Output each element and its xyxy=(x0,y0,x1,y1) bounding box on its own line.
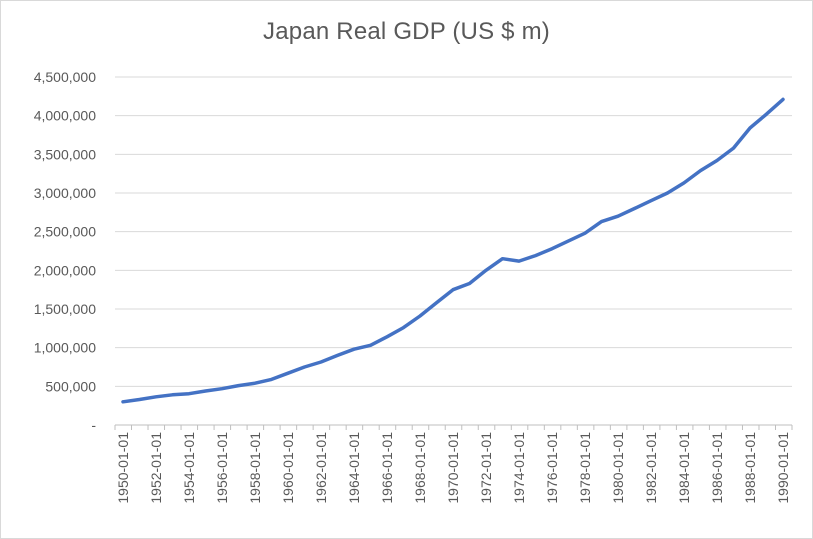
x-tick-label: 1984-01-01 xyxy=(676,432,692,504)
y-tick-label: 1,000,000 xyxy=(34,340,96,356)
y-tick-label: 1,500,000 xyxy=(34,301,96,317)
y-tick-label: 2,500,000 xyxy=(34,224,96,240)
x-tick-label: 1960-01-01 xyxy=(280,432,296,504)
x-tick-label: 1970-01-01 xyxy=(445,432,461,504)
chart-title: Japan Real GDP (US $ m) xyxy=(263,18,550,45)
y-tick-label: 500,000 xyxy=(45,378,96,394)
y-tick-label: 2,000,000 xyxy=(34,262,96,278)
y-tick-label: 3,000,000 xyxy=(34,185,96,201)
x-tick-label: 1980-01-01 xyxy=(610,432,626,504)
y-tick-label: 4,000,000 xyxy=(34,108,96,124)
x-tick-label: 1964-01-01 xyxy=(346,432,362,504)
x-tick-label: 1950-01-01 xyxy=(115,432,131,504)
x-tick-label: 1956-01-01 xyxy=(214,432,230,504)
x-tick-label: 1952-01-01 xyxy=(148,432,164,504)
x-tick-label: 1990-01-01 xyxy=(775,432,791,504)
series-group xyxy=(121,97,785,404)
x-tick-label: 1988-01-01 xyxy=(742,432,758,504)
x-tick-label: 1974-01-01 xyxy=(511,432,527,504)
x-tick-label: 1962-01-01 xyxy=(313,432,329,504)
y-axis-tick-labels: - 500,000 1,000,000 1,500,000 2,000,000 2,500… xyxy=(34,69,97,433)
x-tick-label: 1972-01-01 xyxy=(478,432,494,504)
series-line xyxy=(121,97,785,404)
gridlines xyxy=(115,76,792,387)
x-tick-label: 1966-01-01 xyxy=(379,432,395,504)
x-tick-label: 1976-01-01 xyxy=(544,432,560,504)
x-axis-tick-labels: 1950-01-01 1952-01-01 1954-01-01 1956-01-01… xyxy=(115,432,791,504)
x-tick-label: 1954-01-01 xyxy=(181,432,197,504)
y-tick-label: 3,500,000 xyxy=(34,146,96,162)
y-tick-label: 4,500,000 xyxy=(34,69,96,85)
x-tick-label: 1986-01-01 xyxy=(709,432,725,504)
x-tick-label: 1982-01-01 xyxy=(643,432,659,504)
y-tick-label: - xyxy=(91,417,96,433)
x-tick-label: 1958-01-01 xyxy=(247,432,263,504)
x-axis xyxy=(114,424,793,430)
x-tick-label: 1968-01-01 xyxy=(412,432,428,504)
x-tick-label: 1978-01-01 xyxy=(577,432,593,504)
